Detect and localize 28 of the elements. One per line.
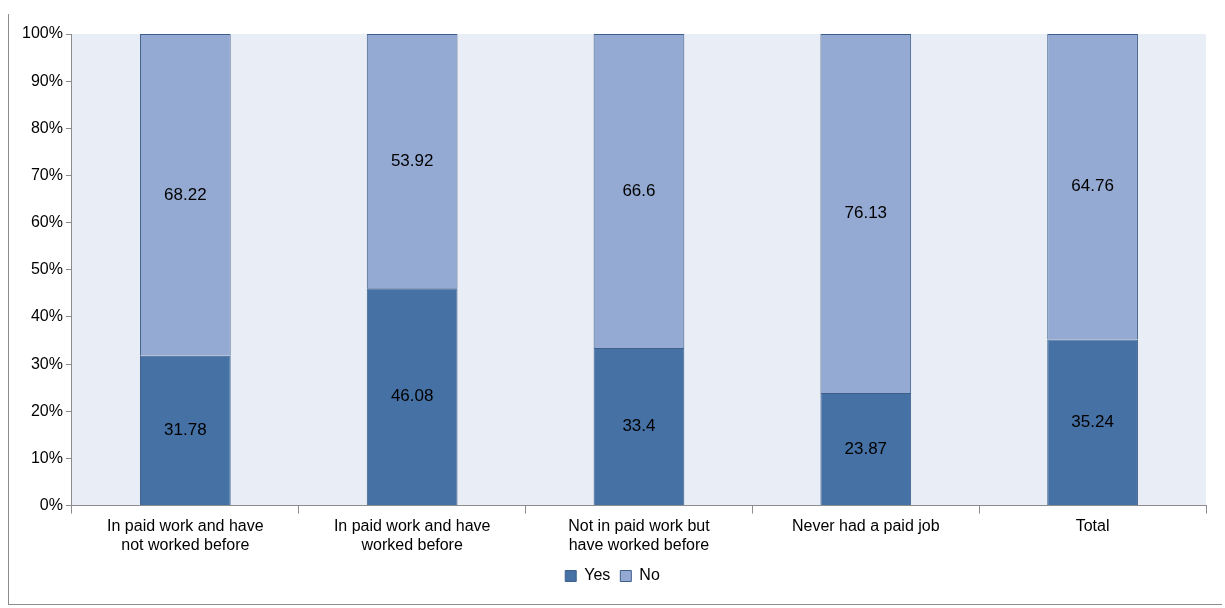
legend-label: No bbox=[639, 566, 660, 584]
y-tick-label: 30% bbox=[30, 354, 63, 372]
x-tick-label: Never had a paid job bbox=[791, 516, 940, 534]
y-tick-label: 0% bbox=[39, 496, 63, 514]
x-tick-label: Not in paid work but have worked before bbox=[568, 516, 711, 553]
data-label: 46.08 bbox=[390, 386, 434, 406]
data-label: 31.78 bbox=[164, 420, 207, 440]
y-tick-label: 60% bbox=[30, 213, 63, 231]
data-label: 76.13 bbox=[844, 203, 888, 223]
x-tick-label: In paid work and have not worked before bbox=[107, 516, 264, 553]
data-label: 68.22 bbox=[164, 184, 207, 204]
data-label: 64.76 bbox=[1071, 176, 1114, 196]
y-tick-label: 20% bbox=[30, 401, 63, 419]
data-label: 53.92 bbox=[390, 150, 434, 170]
data-label: 23.87 bbox=[844, 438, 888, 458]
y-tick-label: 40% bbox=[30, 307, 63, 325]
y-tick-label: 90% bbox=[30, 71, 63, 89]
y-tick-label: 100% bbox=[22, 24, 63, 42]
y-tick-label: 50% bbox=[30, 260, 63, 278]
y-tick-label: 70% bbox=[30, 165, 63, 183]
data-label: 35.24 bbox=[1071, 411, 1114, 431]
x-tick-label: Total bbox=[1075, 516, 1110, 534]
legend-label: Yes bbox=[584, 566, 611, 584]
data-label: 66.6 bbox=[622, 180, 656, 200]
x-tick-label: In paid work and have worked before bbox=[333, 516, 491, 553]
y-tick-label: 10% bbox=[30, 448, 63, 466]
y-tick-label: 80% bbox=[30, 118, 63, 136]
data-label: 33.4 bbox=[622, 416, 656, 436]
